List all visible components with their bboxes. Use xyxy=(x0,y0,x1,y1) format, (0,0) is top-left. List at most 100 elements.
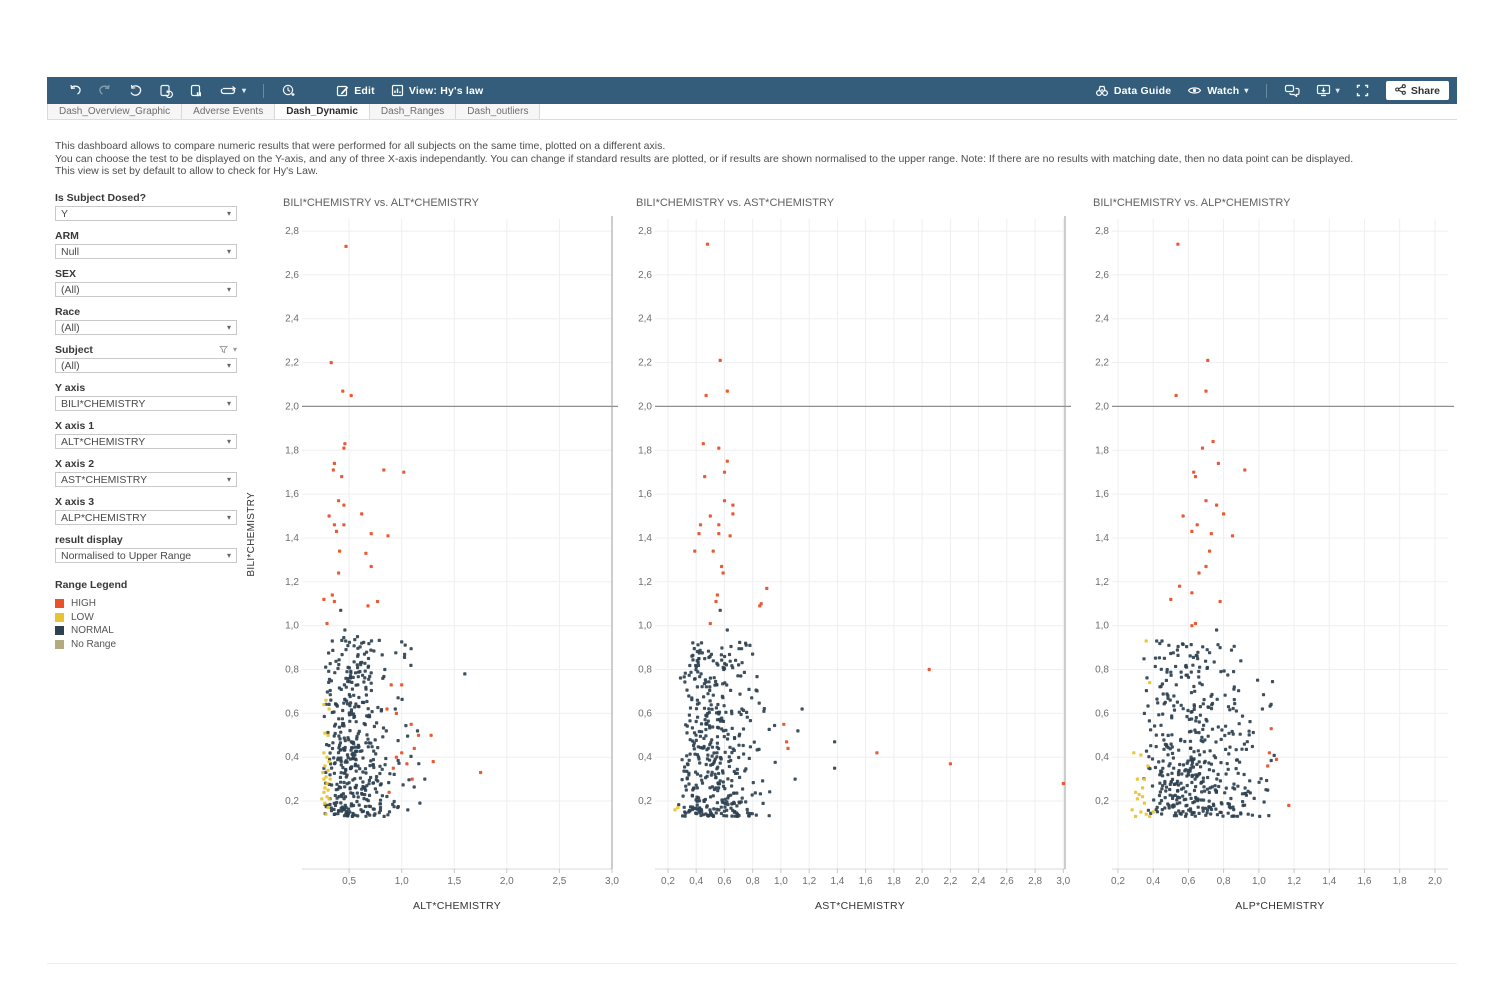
svg-text:1,0: 1,0 xyxy=(1252,876,1266,887)
svg-text:2,0: 2,0 xyxy=(500,876,514,887)
svg-text:0,4: 0,4 xyxy=(638,752,652,763)
filter-dropdown[interactable]: (All) ▾ xyxy=(55,282,237,297)
share-button[interactable]: Share xyxy=(1385,81,1449,100)
svg-text:1,8: 1,8 xyxy=(1393,876,1407,887)
description-line-1: This dashboard allows to compare numeric… xyxy=(55,140,666,152)
svg-text:2,0: 2,0 xyxy=(1428,876,1442,887)
filter-value: ALT*CHEMISTRY xyxy=(61,435,146,448)
svg-text:1,2: 1,2 xyxy=(638,577,652,588)
svg-text:0,8: 0,8 xyxy=(746,876,760,887)
svg-text:0,6: 0,6 xyxy=(718,876,732,887)
filter-arm: ARM Null ▾ xyxy=(55,229,237,259)
watch-label: Watch xyxy=(1207,84,1240,97)
svg-text:2,4: 2,4 xyxy=(1095,314,1109,325)
edit-button[interactable]: Edit xyxy=(329,77,382,104)
legend-item-high[interactable]: HIGH xyxy=(55,597,237,611)
chart-title: BILI*CHEMISTRY vs. ALP*CHEMISTRY xyxy=(1093,197,1291,209)
svg-text:1,4: 1,4 xyxy=(285,533,299,544)
svg-text:1,8: 1,8 xyxy=(638,445,652,456)
chevron-down-icon: ▾ xyxy=(242,85,247,95)
filter-label: X axis 2 xyxy=(55,457,95,470)
svg-text:1,2: 1,2 xyxy=(802,876,816,887)
revert-icon[interactable] xyxy=(152,77,180,104)
svg-text:1,0: 1,0 xyxy=(285,621,299,632)
legend-swatch xyxy=(55,612,64,622)
pause-updates-icon[interactable] xyxy=(182,77,210,104)
accelerate-icon[interactable] xyxy=(274,77,303,104)
filter-dropdown[interactable]: Y ▾ xyxy=(55,206,237,221)
legend-swatch xyxy=(55,599,64,609)
edit-icon xyxy=(336,84,349,97)
share-icon xyxy=(1394,83,1406,98)
svg-text:0,2: 0,2 xyxy=(661,876,675,887)
svg-text:0,4: 0,4 xyxy=(285,752,299,763)
svg-text:0,2: 0,2 xyxy=(638,796,652,807)
chart-title: BILI*CHEMISTRY vs. ALT*CHEMISTRY xyxy=(283,197,480,209)
svg-text:2,0: 2,0 xyxy=(1095,401,1109,412)
filter-is-subject-dosed-: Is Subject Dosed? Y ▾ xyxy=(55,191,237,221)
filter-value: Null xyxy=(61,245,80,258)
chevron-down-icon[interactable]: ▾ xyxy=(232,345,237,354)
edit-label: Edit xyxy=(354,84,375,97)
svg-text:0,8: 0,8 xyxy=(285,665,299,676)
data-guide-button[interactable]: Data Guide xyxy=(1088,77,1178,104)
toolbar-separator xyxy=(1265,83,1267,98)
filter-dropdown[interactable]: (All) ▾ xyxy=(55,320,237,335)
chevron-down-icon: ▾ xyxy=(226,247,231,256)
filter-label: X axis 1 xyxy=(55,419,95,432)
download-icon[interactable]: ▾ xyxy=(1309,77,1347,104)
filter-dropdown[interactable]: AST*CHEMISTRY ▾ xyxy=(55,472,237,487)
filter-dropdown[interactable]: Null ▾ xyxy=(55,244,237,259)
legend-item-no-range[interactable]: No Range xyxy=(55,638,237,652)
view-label: View: Hy's law xyxy=(408,84,484,97)
tab-adverse-events[interactable]: Adverse Events xyxy=(182,104,276,119)
svg-text:2,2: 2,2 xyxy=(638,358,652,369)
legend-item-low[interactable]: LOW xyxy=(55,611,237,625)
tab-dash-dynamic[interactable]: Dash_Dynamic xyxy=(275,104,370,119)
svg-text:1,6: 1,6 xyxy=(1358,876,1372,887)
fullscreen-icon[interactable] xyxy=(1349,77,1376,104)
app-frame: ▾ Edit View: Hy's law xyxy=(47,77,1457,964)
svg-text:2,8: 2,8 xyxy=(1028,876,1042,887)
comments-icon[interactable] xyxy=(1277,77,1307,104)
svg-text:0,2: 0,2 xyxy=(1111,876,1125,887)
tab-dash-ranges[interactable]: Dash_Ranges xyxy=(369,104,457,119)
svg-text:2,4: 2,4 xyxy=(638,314,652,325)
svg-text:1,6: 1,6 xyxy=(1095,489,1109,500)
filter-dropdown[interactable]: BILI*CHEMISTRY ▾ xyxy=(55,396,237,411)
replay-icon[interactable] xyxy=(121,77,150,104)
filter-label: Is Subject Dosed? xyxy=(55,191,147,204)
scatter-plot-3[interactable]: 0,2 0,4 0,6 0,8 1,0 1,2 1,4 1,6 1,8 2,0 0,2 0,4 0,6 0… xyxy=(1093,215,1456,915)
filter-dropdown[interactable]: Normalised to Upper Range ▾ xyxy=(55,548,237,563)
legend-item-normal[interactable]: NORMAL xyxy=(55,624,237,638)
svg-text:0,6: 0,6 xyxy=(1181,876,1195,887)
svg-text:2,0: 2,0 xyxy=(285,401,299,412)
svg-text:0,6: 0,6 xyxy=(1095,708,1109,719)
filter-dropdown[interactable]: ALP*CHEMISTRY ▾ xyxy=(55,510,237,525)
chevron-down-icon: ▾ xyxy=(226,399,231,408)
svg-text:2,6: 2,6 xyxy=(638,270,652,281)
dashboard-description: This dashboard allows to compare numeric… xyxy=(55,140,1355,178)
filter-subject: Subject ▾ (All) ▾ xyxy=(55,341,237,373)
filter-race: Race (All) ▾ xyxy=(55,305,237,335)
scatter-plot-2[interactable]: 0,2 0,4 0,6 0,8 1,0 1,2 1,4 1,6 1,8 2,0 2,2 2,4 2,6 2… xyxy=(636,215,1073,915)
tab-dash-outliers[interactable]: Dash_outliers xyxy=(456,104,541,119)
svg-text:1,0: 1,0 xyxy=(1095,621,1109,632)
filter-value: AST*CHEMISTRY xyxy=(61,473,148,486)
filter-dropdown[interactable]: (All) ▾ xyxy=(55,358,237,373)
view-button[interactable]: View: Hy's law xyxy=(384,77,491,104)
watch-button[interactable]: Watch ▾ xyxy=(1180,77,1255,104)
undo-icon[interactable] xyxy=(61,77,89,104)
scatter-plot-1[interactable]: 0,5 1,0 1,5 2,0 2,5 3,0 0,2 0,4 0,6 0,8 1,0 1,2 1,4 1… xyxy=(283,215,620,915)
svg-text:0,4: 0,4 xyxy=(1146,876,1160,887)
auto-update-icon[interactable]: ▾ xyxy=(212,77,253,104)
legend-title: Range Legend xyxy=(55,579,128,591)
filter-dropdown[interactable]: ALT*CHEMISTRY ▾ xyxy=(55,434,237,449)
svg-text:AST*CHEMISTRY: AST*CHEMISTRY xyxy=(815,900,905,912)
range-legend: Range Legend HIGH LOW NORMAL No Range xyxy=(55,579,237,651)
filter-label: Race xyxy=(55,305,81,318)
svg-text:ALT*CHEMISTRY: ALT*CHEMISTRY xyxy=(413,900,501,912)
filter-funnel-icon[interactable] xyxy=(218,341,229,359)
tab-dash-overview-graphic[interactable]: Dash_Overview_Graphic xyxy=(47,104,183,119)
redo-icon[interactable] xyxy=(91,77,119,104)
